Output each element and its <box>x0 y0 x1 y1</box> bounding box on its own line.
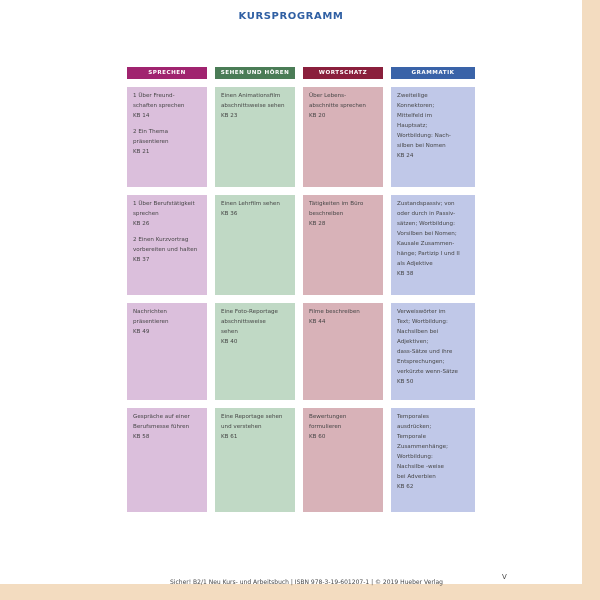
cell-text-line: 1 Über Berufstätigkeit <box>133 201 195 207</box>
page-title: KURSPROGRAMM <box>238 11 344 22</box>
table-cell: 1 Über Berufstätigkeit sprechen KB 26 2 Ein… <box>127 195 207 295</box>
cell-text-line: beschreiben <box>309 211 344 217</box>
cell-text-line: KB 49 <box>133 329 150 335</box>
cell-text-line: abschnitte sprechen <box>309 103 366 109</box>
cell-text-line: Verweiswörter im <box>397 309 446 315</box>
table-cell: Nachrichten präsentieren KB 49 <box>127 303 207 400</box>
column-header: GRAMMATIK <box>391 67 475 79</box>
cell-text-line: Nachsilben bei <box>397 329 439 335</box>
cell-text-line: Zustandspassiv; von <box>397 201 455 207</box>
cell-text-line: silben bei Nomen <box>397 143 446 149</box>
cell-text-line: Hauptsatz; <box>397 123 428 129</box>
cell-text-line: hänge; Partizip I und II <box>397 251 460 257</box>
cell-text-line: Über Lebens- <box>309 93 347 99</box>
cell-text-line: Mittelfeld im <box>397 113 433 119</box>
cell-text-line: Einen Animationsfilm <box>221 93 281 99</box>
cell-text-line: Nachrichten <box>133 309 167 315</box>
cell-text-line: verkürzte wenn-Sätze <box>397 369 458 375</box>
cell-text-line: KB 62 <box>397 484 414 490</box>
cell-text-line: Bewertungen <box>309 414 347 420</box>
column-header: SPRECHEN <box>127 67 207 79</box>
cell-text-line: Temporale <box>397 434 427 440</box>
cell-text-line: KB 23 <box>221 113 238 119</box>
cell-text-line: schaften sprechen <box>133 103 185 109</box>
cell-text-line: ausdrücken; <box>397 424 432 430</box>
table-cell: Verweiswörter im Text; Wortbildung: Nachsi… <box>391 303 475 400</box>
table-cell: 1 Über Freund-schaften sprechen KB 14 2 Ei… <box>127 87 207 187</box>
table-cell: Filme beschreiben KB 44 <box>303 303 383 400</box>
page-number: V <box>502 573 507 581</box>
cell-text-line: 2 Ein Thema <box>133 129 169 135</box>
table-cell: Zustandspassiv; von oder durch in Passiv-… <box>391 195 475 295</box>
table-cell: Einen Animationsfilm abschnittsweise sehe… <box>215 87 295 187</box>
cell-text-line: dass-Sätze und ihre <box>397 349 453 355</box>
cell-text-line: Kausale Zusammen- <box>397 241 455 247</box>
cell-text-line: KB 44 <box>309 319 326 325</box>
cell-text-line: Tätigkeiten im Büro <box>309 201 364 207</box>
cell-text-line: Vorsilben bei Nomen; <box>397 231 457 237</box>
cell-text-line: KB 24 <box>397 153 414 159</box>
cell-text-line: Text; Wortbildung: <box>397 319 448 325</box>
cell-text-line: KB 61 <box>221 434 238 440</box>
cell-text-line: abschnittsweise sehen <box>221 103 285 109</box>
cell-text-line: KB 28 <box>309 221 326 227</box>
cell-text-line: 2 Einen Kurzvortrag <box>133 237 189 243</box>
page: KURSPROGRAMM SPRECHEN SEHEN UND HÖREN WORT… <box>0 0 582 586</box>
cell-text-line: KB 60 <box>309 434 326 440</box>
cell-text-line: sprechen <box>133 211 159 217</box>
footer: Sicher! B2/1 Neu Kurs- und Arbeitsbuch |… <box>170 579 443 586</box>
cell-text-line: Gespräche auf einer <box>133 414 190 420</box>
table-cell: Temporales ausdrücken; Temporale Zusammenhä… <box>391 408 475 512</box>
cell-text-line: Nachsilbe -weise <box>397 464 444 470</box>
table-cell: Zweiteilige Konnektoren; Mittelfeld im Haup… <box>391 87 475 187</box>
table-cell: Über Lebens-abschnitte sprechen KB 20 <box>303 87 383 187</box>
cell-text-line: KB 38 <box>397 271 414 277</box>
cell-text-line: KB 37 <box>133 257 150 263</box>
cell-text-line: und verstehen <box>221 424 262 430</box>
cell-text-line: Wortbildung: Nach- <box>397 133 451 139</box>
cell-text-line: Eine Reportage sehen <box>221 414 283 420</box>
cell-text-line: vorbereiten und halten <box>133 247 198 253</box>
column-header: SEHEN UND HÖREN <box>215 67 295 79</box>
cell-text-line: Zusammenhänge; <box>397 444 448 450</box>
cell-text-line: 1 Über Freund- <box>133 93 175 99</box>
cell-text-line: oder durch in Passiv- <box>397 211 456 217</box>
cell-text-line: Berufsmesse führen <box>133 424 190 430</box>
cell-text-line: Eine Foto-Reportage <box>221 309 278 315</box>
cell-text-line: Entsprechungen; <box>397 359 445 365</box>
cell-text-line: abschnittsweise <box>221 319 266 325</box>
table-cell: Einen Lehrfilm sehen KB 36 <box>215 195 295 295</box>
table-cell: Tätigkeiten im Büro beschreiben KB 28 <box>303 195 383 295</box>
cell-text-line: KB 26 <box>133 221 150 227</box>
cell-text-line: Wortbildung: <box>397 454 433 460</box>
cell-text-line: KB 50 <box>397 379 414 385</box>
cell-text-line: Temporales <box>397 414 429 420</box>
table-cell: Eine Foto-Reportage abschnittsweise sehen K… <box>215 303 295 400</box>
cell-text-line: Adjektiven; <box>397 339 429 345</box>
cell-text-line: KB 14 <box>133 113 150 119</box>
cell-text-line: Konnektoren; <box>397 103 435 109</box>
cell-text-line: Filme beschreiben <box>309 309 360 315</box>
cell-text-line: formulieren <box>309 424 342 430</box>
table-cell: Bewertungen formulieren KB 60 <box>303 408 383 512</box>
cell-text-line: KB 40 <box>221 339 238 345</box>
cell-text-line: Zweiteilige <box>397 93 428 99</box>
cell-text-line: sätzen; Wortbildung: <box>397 221 455 227</box>
cell-text-line: KB 21 <box>133 149 150 155</box>
cell-text-line: als Adjektive <box>397 261 433 267</box>
cell-text-line: bei Adverbien <box>397 474 436 480</box>
table-cell: Eine Reportage sehen und verstehen KB 61 <box>215 408 295 512</box>
cell-text-line: präsentieren <box>133 319 169 325</box>
cell-text-line: präsentieren <box>133 139 169 145</box>
cell-text-line: sehen <box>221 329 238 335</box>
cell-text-line: KB 20 <box>309 113 326 119</box>
table-cell: Gespräche auf einer Berufsmesse führen KB … <box>127 408 207 512</box>
cell-text-line: KB 36 <box>221 211 238 217</box>
cell-text-line: Einen Lehrfilm sehen <box>221 201 280 207</box>
column-header: WORTSCHATZ <box>303 67 383 79</box>
cell-text-line: KB 58 <box>133 434 150 440</box>
